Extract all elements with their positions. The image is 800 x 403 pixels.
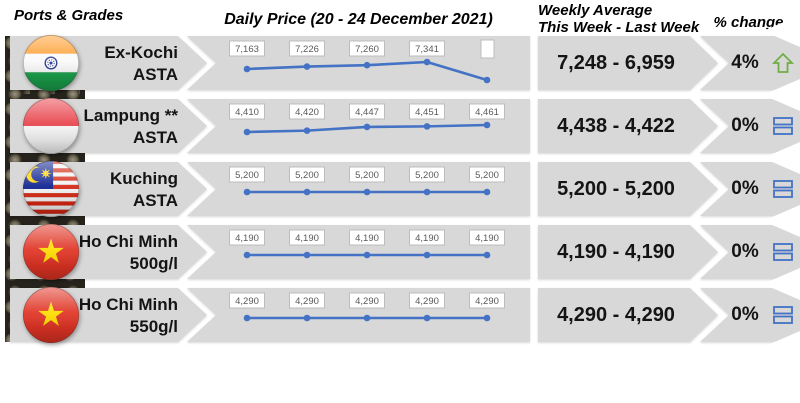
svg-text:5,200: 5,200 [475, 170, 499, 181]
table-row: Ho Chi Minh 500g/l 4,190 4,190 4,190 4,190 4… [0, 223, 800, 281]
up-arrow-icon [771, 52, 795, 74]
svg-text:7,341: 7,341 [415, 44, 439, 55]
percent-change-value: 0% [731, 241, 759, 262]
equals-icon [772, 178, 794, 200]
weekly-average-value: 7,248 - 6,959 [557, 52, 675, 74]
svg-text:4,190: 4,190 [295, 233, 319, 244]
svg-text:4,190: 4,190 [355, 233, 379, 244]
daily-price-line-chart: 4,290 4,290 4,290 4,290 4,290 [229, 292, 505, 322]
port-grade-label: Ex-Kochi ASTA [104, 43, 178, 84]
svg-text:4,190: 4,190 [475, 233, 499, 244]
daily-price-line-chart: 5,200 5,200 5,200 5,200 5,200 [229, 166, 505, 196]
equals-icon [772, 115, 794, 137]
svg-text:4,290: 4,290 [415, 296, 439, 307]
flow-wrap-arrow [763, 78, 800, 111]
weekly-chevron-box [538, 225, 718, 279]
pct-box [700, 225, 800, 279]
weekly-chevron-box [538, 288, 718, 342]
port-grade-label: Lampung ** ASTA [83, 106, 178, 147]
weekly-average-header: Weekly Average This Week - Last Week [538, 2, 699, 36]
weekly-average-value: 4,190 - 4,190 [557, 241, 675, 263]
pct-box [700, 288, 800, 342]
table-row: Ex-Kochi ASTA 7,163 7,226 7,260 7,341 7,248… [0, 34, 800, 92]
percent-change-value: 0% [731, 178, 759, 199]
weekly-chevron-box [538, 99, 718, 153]
percent-change-value: 0% [731, 115, 759, 136]
flow-wrap-arrow [763, 204, 800, 237]
pct-box [700, 36, 800, 90]
daily-price-line-chart: 4,190 4,190 4,190 4,190 4,190 [229, 229, 505, 259]
pct-box [700, 162, 800, 216]
equals-icon [772, 304, 794, 326]
weekly-average-value: 5,200 - 5,200 [557, 178, 675, 200]
daily-price-line-chart: 4,410 4,420 4,447 4,451 4,461 [229, 103, 505, 136]
malaysia-flag-icon [22, 160, 80, 218]
daily-price-header: Daily Price (20 - 24 December 2021) [224, 11, 493, 28]
flow-wrap-arrow [763, 331, 800, 363]
table-row: Ho Chi Minh 550g/l 4,290 4,290 4,290 4,290 4… [0, 286, 800, 344]
svg-text:4,290: 4,290 [355, 296, 379, 307]
svg-text:7,260: 7,260 [355, 44, 379, 55]
india-flag-icon [22, 34, 80, 92]
flow-wrap-arrow [763, 267, 800, 300]
indonesia-flag-icon [22, 97, 80, 155]
svg-text:4,447: 4,447 [355, 107, 379, 118]
weekly-chevron-box [538, 36, 718, 90]
equals-icon [772, 241, 794, 263]
pct-box [700, 99, 800, 153]
percent-change-value: 4% [731, 52, 759, 73]
port-grade-label: Ho Chi Minh 550g/l [78, 295, 178, 336]
percent-change-value: 0% [731, 304, 759, 325]
svg-text:4,461: 4,461 [475, 107, 499, 118]
weekly-average-header-line1: Weekly Average [538, 2, 653, 19]
ports-grades-header: Ports & Grades [14, 7, 124, 24]
svg-text:5,200: 5,200 [355, 170, 379, 181]
svg-text:4,420: 4,420 [295, 107, 319, 118]
svg-text:4,410: 4,410 [235, 107, 259, 118]
svg-text:5,200: 5,200 [415, 170, 439, 181]
svg-text:4,290: 4,290 [475, 296, 499, 307]
svg-text:4,290: 4,290 [295, 296, 319, 307]
svg-text:7,163: 7,163 [235, 44, 259, 55]
row-background-shapes [10, 99, 800, 153]
flow-wrap-arrow [763, 141, 800, 174]
vietnam-flag-icon [22, 286, 80, 344]
weekly-average-value: 4,290 - 4,290 [557, 304, 675, 326]
svg-text:4,190: 4,190 [415, 233, 439, 244]
svg-text:4,451: 4,451 [415, 107, 439, 118]
table-row: Kuching ASTA 5,200 5,200 5,200 5,200 5,200 5… [0, 160, 800, 218]
daily-price-line-chart: 7,163 7,226 7,260 7,341 [229, 39, 495, 84]
svg-text:5,200: 5,200 [235, 170, 259, 181]
vietnam-flag-icon [22, 223, 80, 281]
svg-text:4,290: 4,290 [235, 296, 259, 307]
svg-text:5,200: 5,200 [295, 170, 319, 181]
table-row: Lampung ** ASTA 4,410 4,420 4,447 4,451 4,46… [0, 97, 800, 155]
port-grade-label: Kuching ASTA [110, 169, 178, 210]
port-grade-label: Ho Chi Minh 500g/l [78, 232, 178, 273]
weekly-chevron-box [538, 162, 718, 216]
flow-wrap-arrow [763, 15, 800, 47]
svg-text:4,190: 4,190 [235, 233, 259, 244]
weekly-average-header-line2: This Week - Last Week [538, 19, 700, 36]
weekly-average-value: 4,438 - 4,422 [557, 115, 675, 137]
svg-text:7,226: 7,226 [295, 44, 319, 55]
